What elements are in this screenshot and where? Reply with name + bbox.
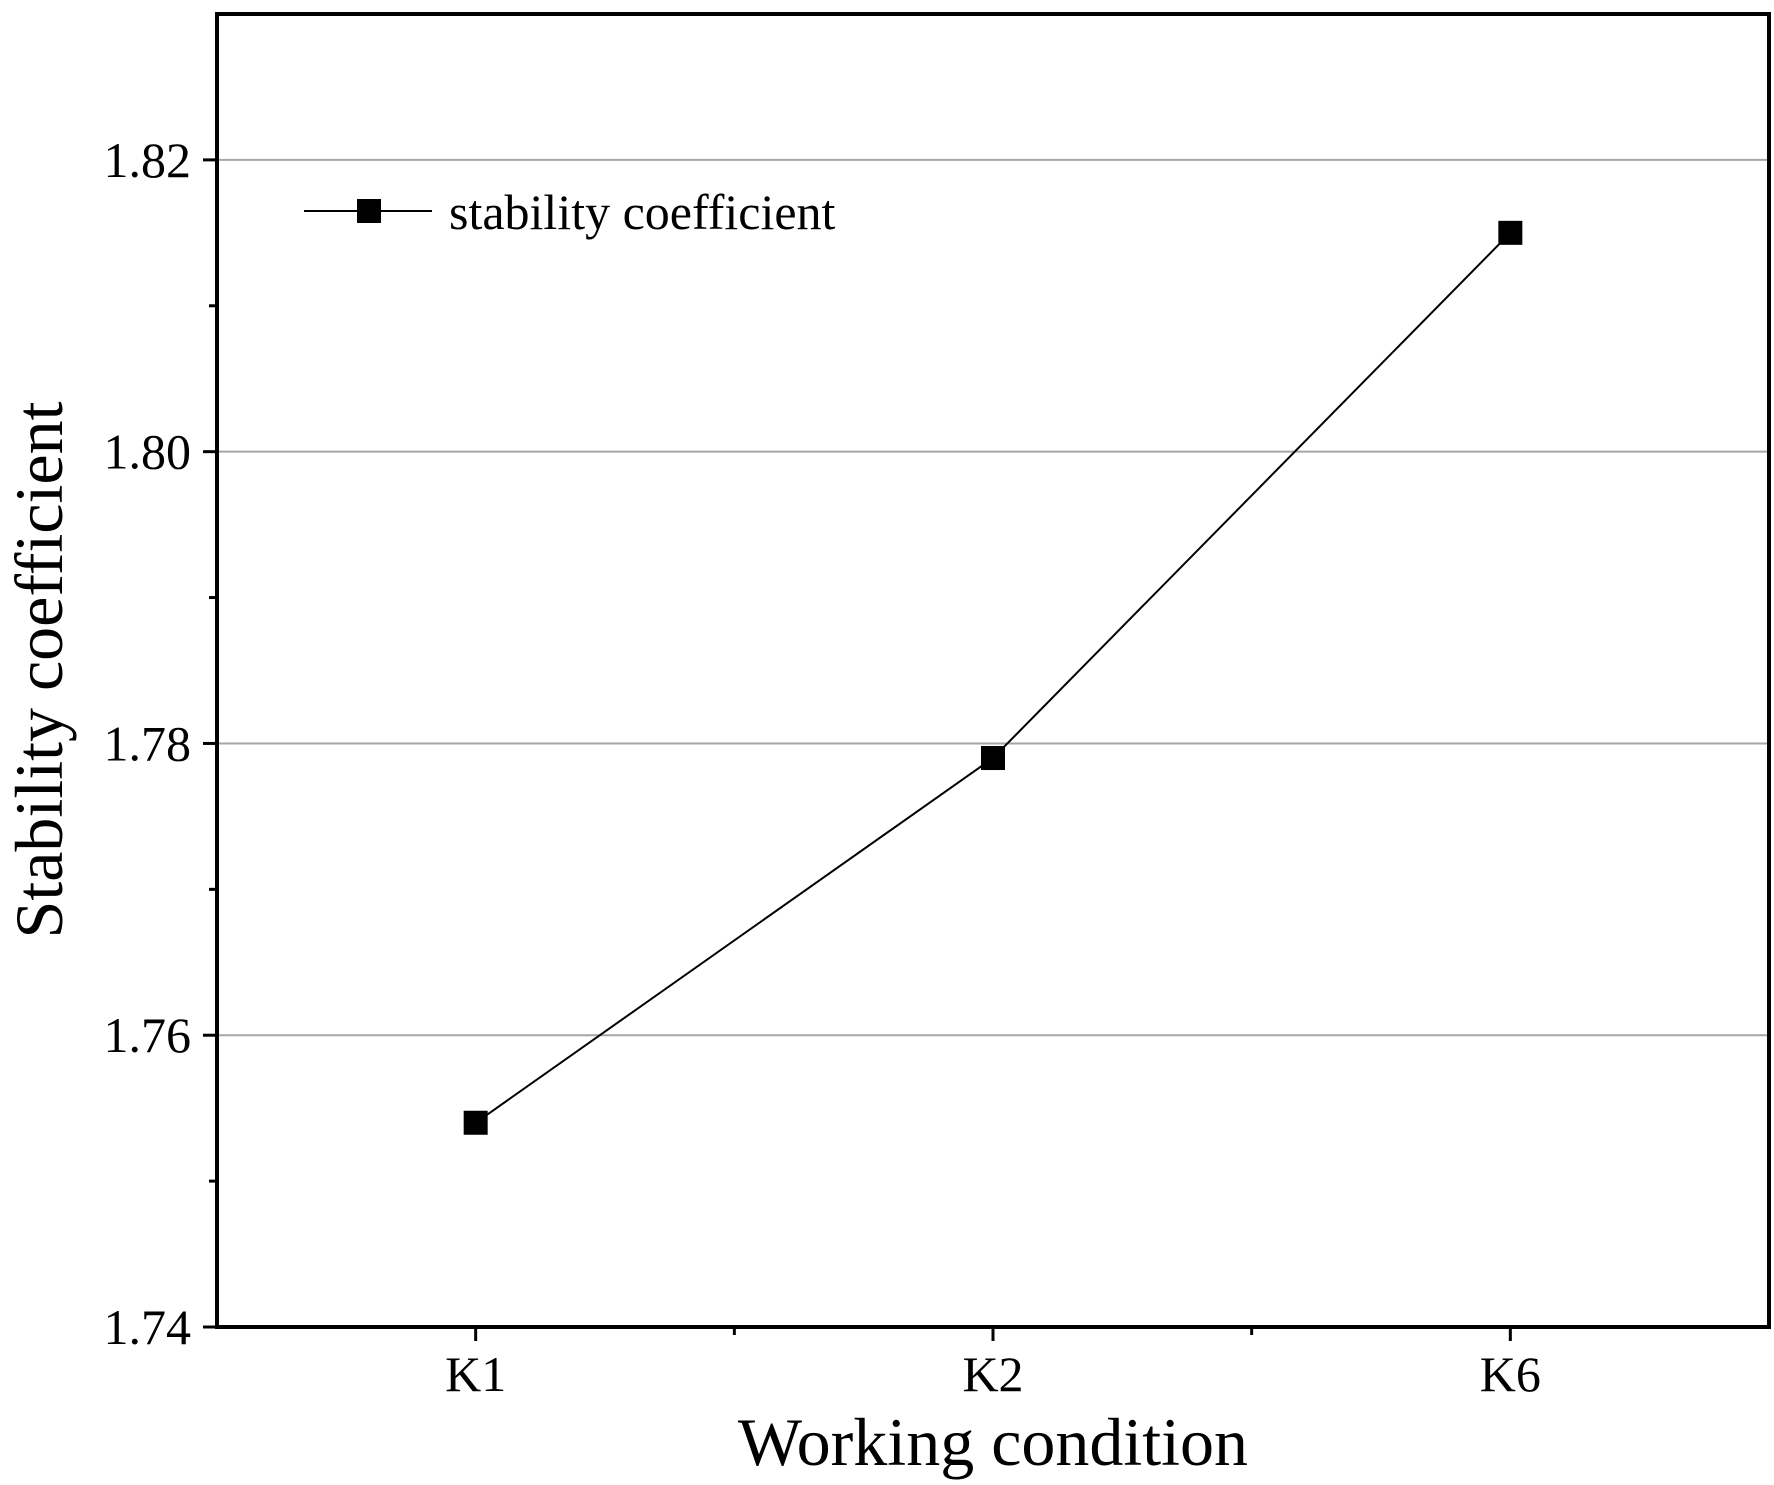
- y-tick-label: 1.76: [104, 1007, 192, 1063]
- y-tick-labels: 1.74 1.76 1.78 1.80 1.82: [104, 132, 192, 1355]
- gridlines: [217, 158, 1769, 1037]
- x-tick-label: K2: [962, 1346, 1023, 1402]
- x-axis-title: Working condition: [738, 1404, 1248, 1480]
- series-layer: [463, 220, 1523, 1135]
- plot-frame: [215, 12, 1771, 1329]
- series-line: [475, 232, 1512, 1124]
- x-tick-label: K6: [1480, 1346, 1541, 1402]
- y-tick-label: 1.78: [104, 715, 192, 771]
- y-tick-label: 1.82: [104, 132, 192, 188]
- x-tick-labels: K1 K2 K6: [445, 1346, 1541, 1402]
- y-tick-label: 1.80: [104, 424, 192, 480]
- axis-ticks: [203, 158, 1512, 1341]
- x-tick-label: K1: [445, 1346, 506, 1402]
- data-point: [463, 1110, 488, 1135]
- legend: stability coefficient: [304, 184, 836, 240]
- legend-marker: [357, 199, 381, 223]
- y-tick-label: 1.74: [104, 1299, 192, 1355]
- data-point: [1498, 220, 1523, 245]
- data-point: [981, 746, 1005, 771]
- legend-label: stability coefficient: [449, 184, 836, 240]
- y-axis-title: Stability coefficient: [1, 401, 77, 938]
